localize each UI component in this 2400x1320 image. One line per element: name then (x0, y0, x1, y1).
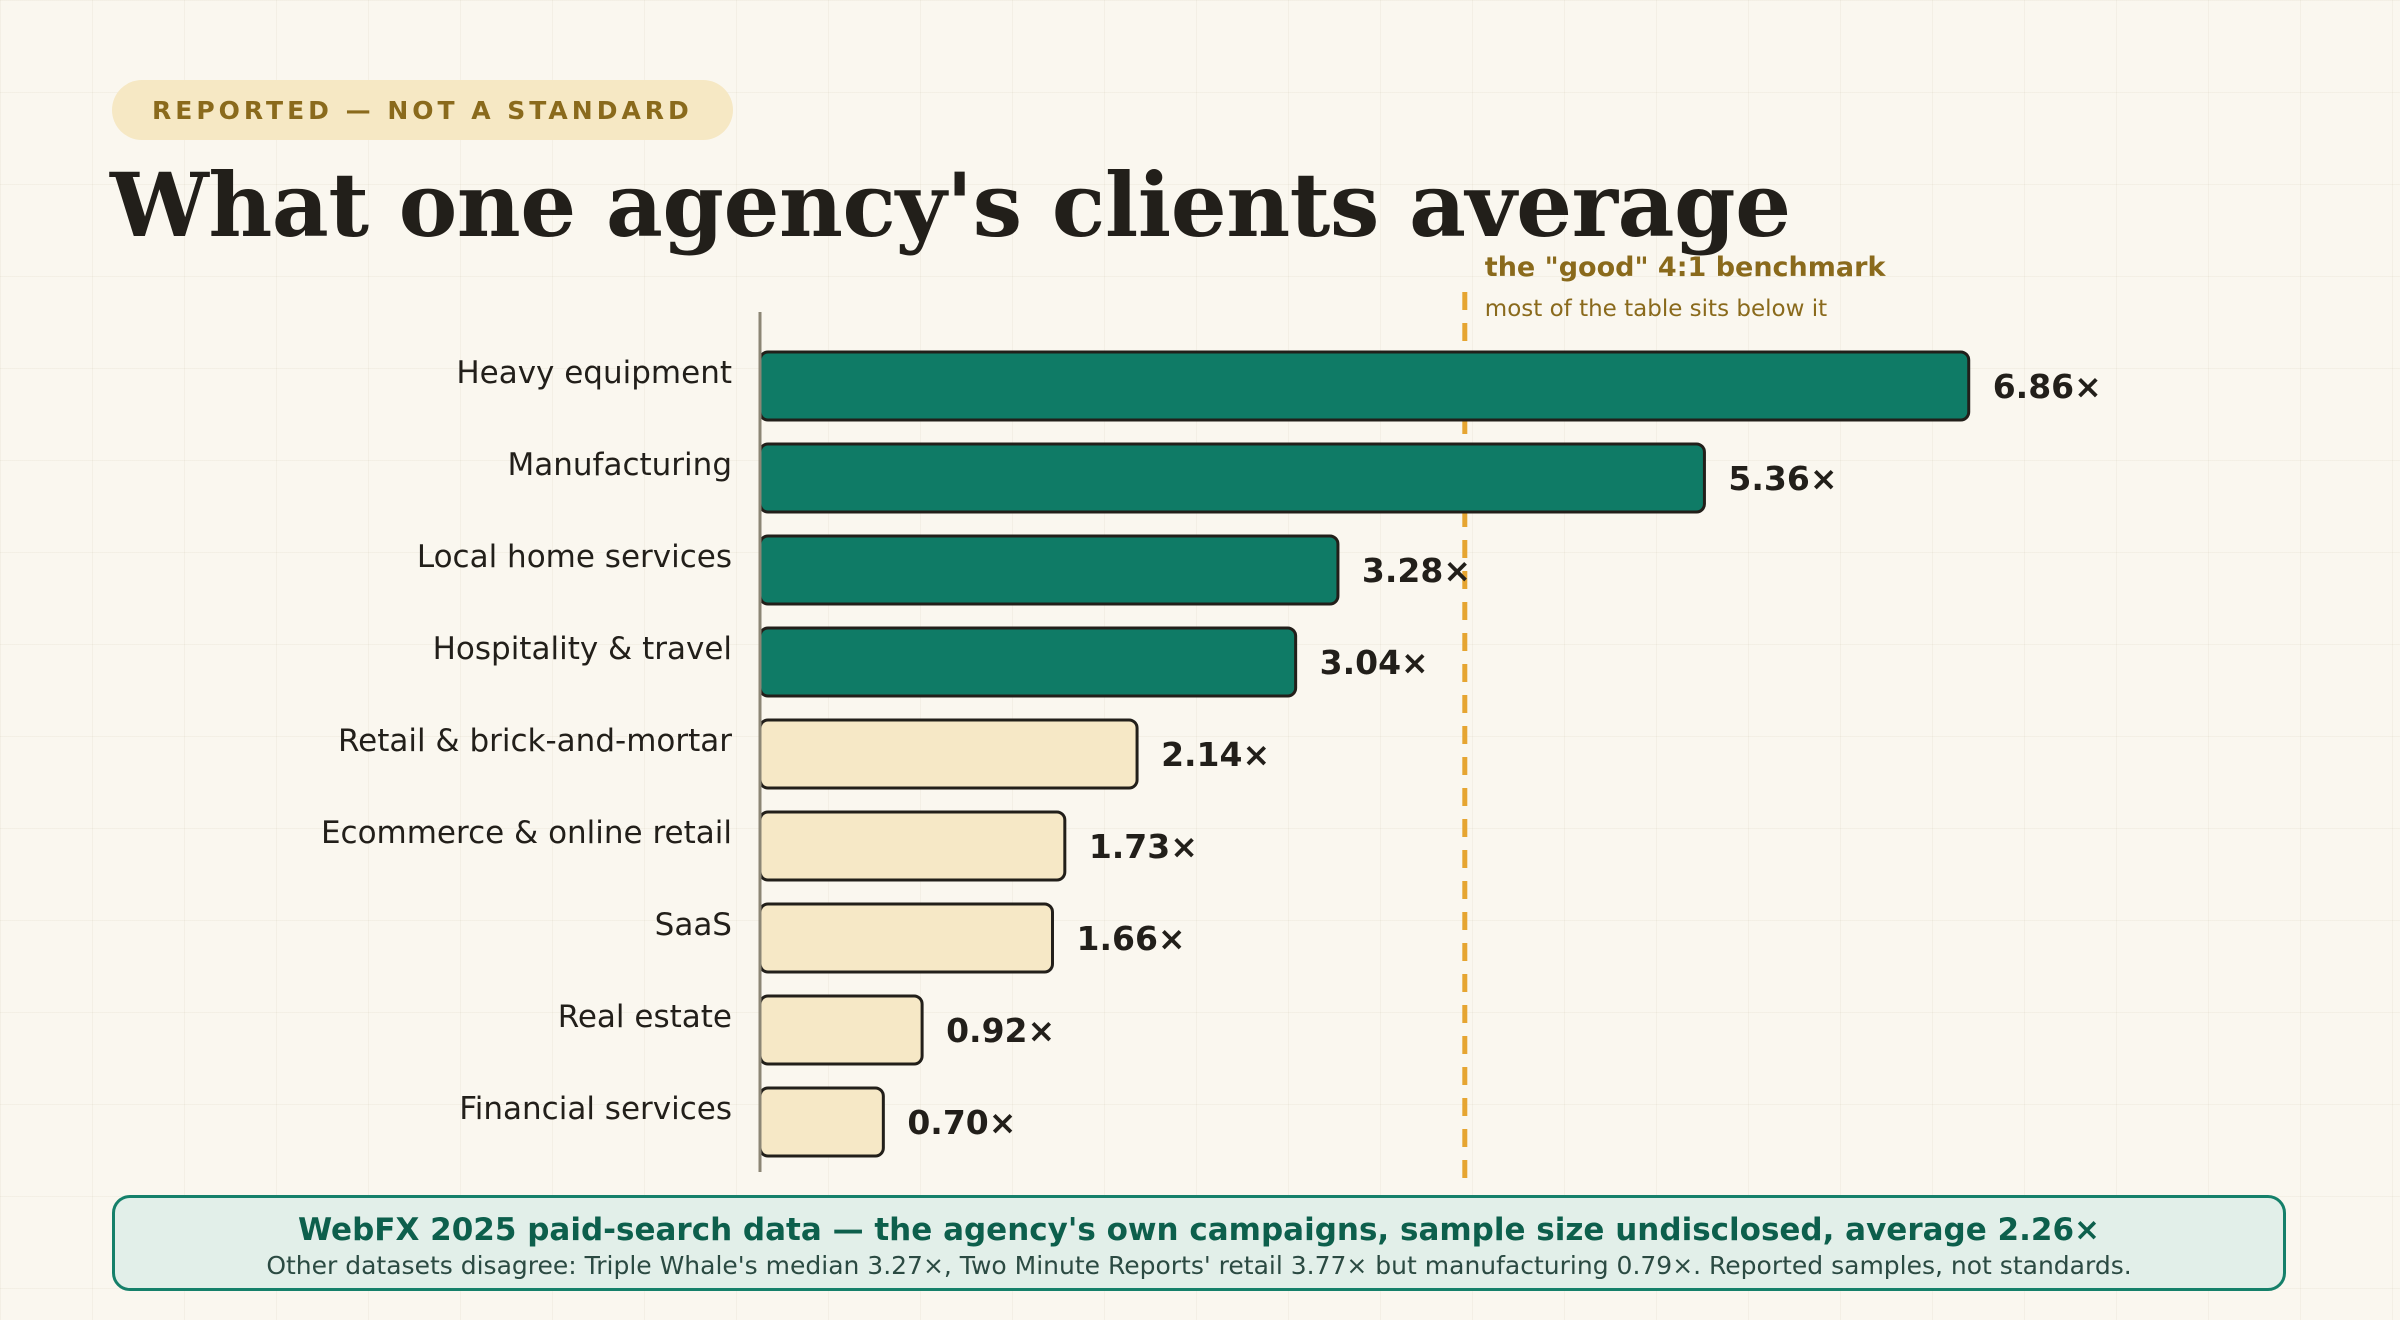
value-label: 1.66× (1076, 919, 1185, 958)
bar (758, 442, 1706, 514)
bar (758, 534, 1340, 606)
value-label: 5.36× (1728, 459, 1837, 498)
bar (758, 626, 1298, 698)
value-label: 6.86× (1993, 367, 2102, 406)
category-label: Real estate (558, 999, 732, 1035)
benchmark-label: the "good" 4:1 benchmark (1485, 252, 1887, 283)
source-note-box: WebFX 2025 paid-search data — the agency… (112, 1195, 2286, 1291)
benchmark-note: most of the table sits below it (1485, 296, 1827, 322)
category-label: Ecommerce & online retail (321, 815, 732, 851)
source-headline: WebFX 2025 paid-search data — the agency… (297, 1212, 2101, 1248)
value-label: 0.70× (907, 1103, 1016, 1142)
category-label: Retail & brick-and-mortar (338, 723, 732, 759)
bar (758, 810, 1067, 882)
bar (758, 994, 924, 1066)
value-label: 2.14× (1161, 735, 1270, 774)
value-label: 3.04× (1320, 643, 1429, 682)
source-caveat: Other datasets disagree: Triple Whale's … (266, 1251, 2132, 1280)
category-label: Heavy equipment (456, 355, 732, 391)
category-label: Hospitality & travel (433, 631, 732, 667)
bar (758, 902, 1054, 974)
page-title: What one agency's clients average (110, 153, 1791, 257)
value-label: 3.28× (1362, 551, 1471, 590)
bar (758, 718, 1139, 790)
value-label: 0.92× (946, 1011, 1055, 1050)
category-label: Financial services (459, 1091, 732, 1127)
status-badge: REPORTED — NOT A STANDARD (112, 80, 733, 140)
category-label: Local home services (417, 539, 732, 575)
bar-chart: the "good" 4:1 benchmark most of the tabl… (321, 252, 2102, 1180)
category-label: Manufacturing (508, 447, 732, 483)
bar (758, 350, 1971, 422)
category-label: SaaS (655, 907, 732, 943)
value-label: 1.73× (1089, 827, 1198, 866)
bar (758, 1086, 885, 1158)
